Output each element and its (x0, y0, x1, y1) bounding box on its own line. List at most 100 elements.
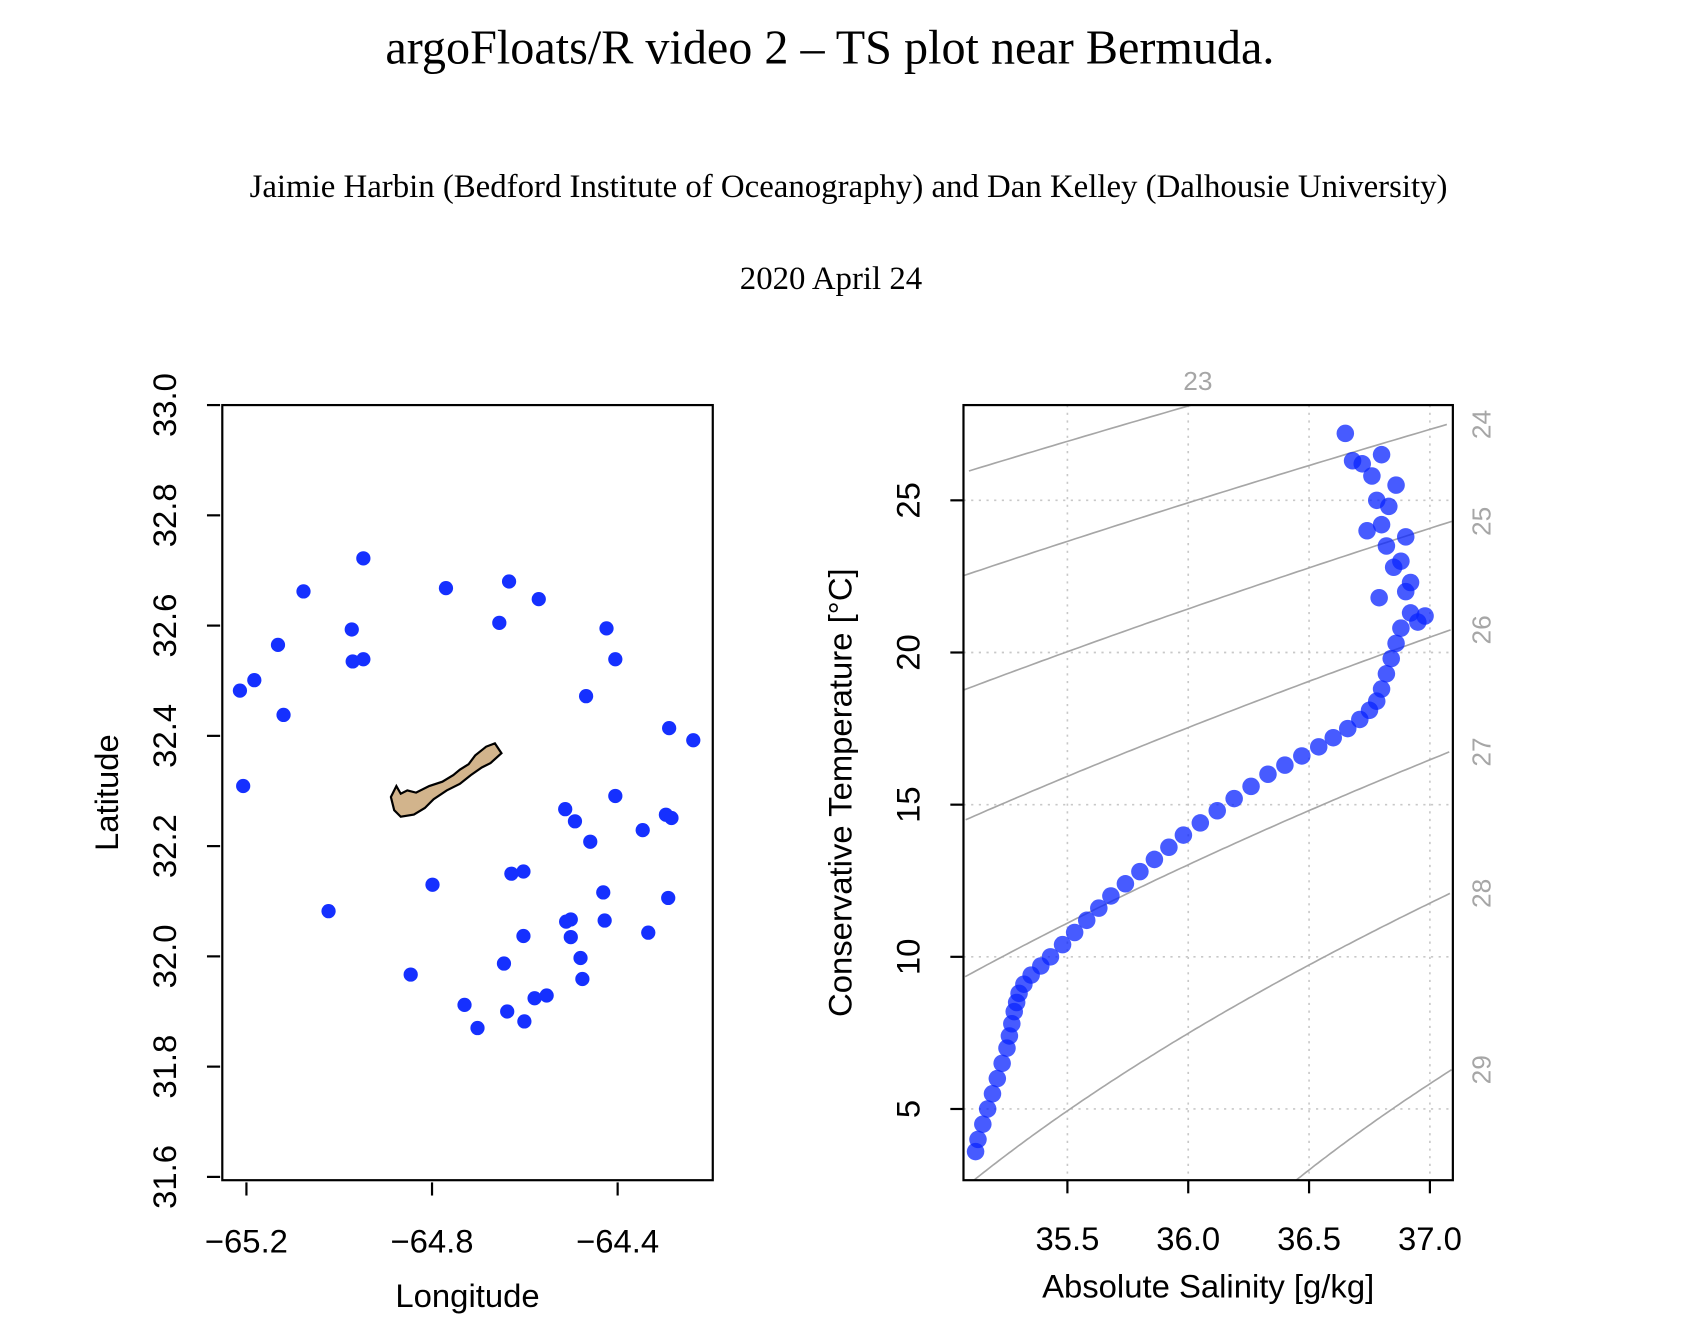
y-tick-label: 10 (890, 939, 927, 976)
ts-point (1377, 665, 1396, 683)
x-axis-title: Absolute Salinity [g/kg] (1042, 1267, 1374, 1304)
float-position (516, 928, 531, 944)
x-axis-title: Longitude (395, 1277, 539, 1314)
float-position (516, 864, 531, 879)
x-tick-label: 37.0 (1398, 1220, 1462, 1257)
ts-point (978, 1100, 997, 1118)
float-position (344, 622, 359, 637)
ts-point (1160, 838, 1178, 857)
float-position (608, 652, 623, 667)
float-position (504, 866, 519, 881)
y-axis-title: Latitude (88, 734, 125, 851)
float-position (563, 929, 578, 945)
float-position (517, 1014, 532, 1029)
isopycnal (964, 751, 1450, 978)
float-position (599, 621, 614, 636)
x-tick-label: −64.8 (390, 1222, 473, 1259)
ts-point (1372, 515, 1391, 534)
float-position (661, 890, 676, 906)
ts-point (1191, 814, 1210, 832)
ts-point (1276, 756, 1294, 774)
ts-point (1343, 452, 1362, 470)
isopycnal (963, 423, 1448, 577)
float-position (232, 683, 248, 698)
ts-point (1336, 424, 1355, 443)
float-position (575, 971, 590, 987)
isopycnal-label: 28 (1466, 879, 1496, 908)
ts-point (1338, 719, 1357, 738)
float-position (558, 802, 573, 817)
float-position (356, 652, 371, 667)
isopycnal-label: 23 (1183, 366, 1212, 396)
isopycnal-label: 24 (1466, 410, 1496, 439)
x-tick-label: 35.5 (1035, 1220, 1099, 1257)
ts-point (1382, 649, 1400, 668)
ts-point (1090, 899, 1108, 917)
float-position (583, 834, 598, 849)
ts-point (1065, 923, 1084, 942)
ts-point (1372, 680, 1391, 698)
float-position (635, 823, 650, 838)
y-tick-label: 32.6 (146, 594, 183, 658)
isopycnal (963, 520, 1453, 691)
float-position (276, 707, 291, 723)
ts-point (1392, 552, 1410, 570)
ts-point (1174, 826, 1193, 844)
ts-point (1396, 528, 1415, 546)
isopycnal (973, 892, 1451, 1181)
float-position (457, 997, 472, 1013)
float-position (686, 733, 701, 748)
ts-point (1293, 747, 1311, 765)
ts-point (983, 1085, 1002, 1103)
y-tick-label: 32.0 (146, 924, 183, 988)
ts-point (1053, 935, 1072, 954)
ts-point (988, 1069, 1007, 1088)
isopycnal (968, 404, 1192, 472)
ts-point (1102, 887, 1120, 905)
ts-point (1363, 467, 1381, 485)
ts-point (1401, 573, 1420, 592)
isopycnal-label: 27 (1466, 737, 1496, 766)
plot-frame (221, 403, 714, 1182)
authors: Jaimie Harbin (Bedford Institute of Ocea… (250, 169, 1448, 205)
ts-point (1225, 789, 1243, 808)
y-tick-label: 32.8 (146, 483, 183, 547)
ts-point (1387, 476, 1405, 494)
ts-point (1116, 875, 1135, 893)
ts-point (969, 1130, 987, 1149)
ts-point (993, 1054, 1011, 1073)
float-position (567, 814, 583, 829)
date: 2020 April 24 (740, 261, 922, 297)
ts-point (1208, 801, 1226, 820)
ts-point (1370, 588, 1388, 607)
ts-point (1145, 850, 1164, 869)
float-position (345, 654, 360, 669)
ts-point (1324, 728, 1342, 747)
isopycnal-label: 29 (1466, 1055, 1496, 1084)
float-position (608, 788, 623, 804)
float-position (270, 637, 286, 653)
float-position (501, 574, 517, 589)
page-title: argoFloats/R video 2 – TS plot near Berm… (385, 22, 1274, 75)
y-tick-label: 32.2 (146, 814, 183, 878)
float-position (573, 950, 588, 966)
isopycnal-label: 26 (1466, 615, 1496, 644)
ts-point (1416, 607, 1434, 625)
float-position (527, 991, 542, 1006)
float-position (356, 551, 371, 566)
float-position (438, 580, 454, 596)
y-tick-label: 15 (890, 786, 927, 823)
ts-point (1077, 911, 1096, 930)
x-tick-label: −65.2 (205, 1222, 288, 1259)
ts-point (1372, 445, 1391, 464)
float-position (596, 885, 611, 900)
isopycnal (965, 629, 1451, 821)
y-axis-title: Conservative Temperature [°C] (822, 568, 859, 1017)
float-position (500, 1004, 515, 1019)
float-position (531, 592, 546, 607)
float-position (403, 967, 418, 982)
float-position (664, 810, 679, 826)
ts-point (1131, 862, 1149, 881)
ts-point (1041, 948, 1060, 966)
y-tick-label: 33.0 (146, 373, 183, 437)
